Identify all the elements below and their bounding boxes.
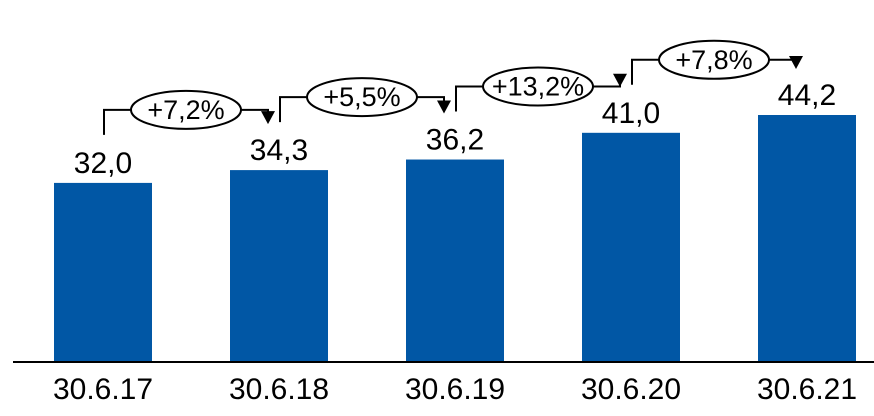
category-label-0: 30.6.17: [53, 373, 153, 406]
growth-bubble-3: [658, 39, 770, 80]
bar-1: [230, 170, 328, 361]
growth-arrow-3: [789, 56, 803, 69]
category-label-2: 30.6.19: [405, 373, 505, 406]
category-label-4: 30.6.21: [757, 373, 857, 406]
value-label-4: 44,2: [778, 79, 836, 112]
growth-label-0: +7,2%: [147, 95, 224, 125]
growth-bubble-0: [130, 89, 242, 130]
bar-3: [582, 132, 680, 361]
growth-connectors: +7,2% +5,5% +13,2% +7,8%: [103, 39, 803, 135]
bar-2: [406, 159, 504, 361]
growth-arrow-1: [437, 100, 451, 114]
growth-label-2: +13,2%: [492, 72, 584, 102]
category-label-1: 30.6.18: [229, 373, 329, 406]
value-label-1: 34,3: [250, 134, 308, 167]
bar-0: [54, 182, 152, 361]
growth-arrow-2: [613, 73, 627, 87]
bars: [54, 115, 856, 361]
growth-bubble-2: [482, 66, 594, 107]
growth-label-3: +7,8%: [675, 45, 752, 75]
value-label-0: 32,0: [74, 147, 132, 180]
growth-arrow-0: [261, 111, 275, 125]
bar-4: [758, 115, 856, 361]
value-label-2: 36,2: [426, 124, 484, 157]
labels: 32,0 30.6.17 34,3 30.6.18 36,2 30.6.19 41,0 30.…: [53, 79, 857, 406]
category-label-3: 30.6.20: [581, 373, 681, 406]
growth-bubble-1: [306, 77, 418, 118]
value-label-3: 41,0: [602, 97, 660, 130]
growth-label-1: +5,5%: [323, 82, 400, 112]
